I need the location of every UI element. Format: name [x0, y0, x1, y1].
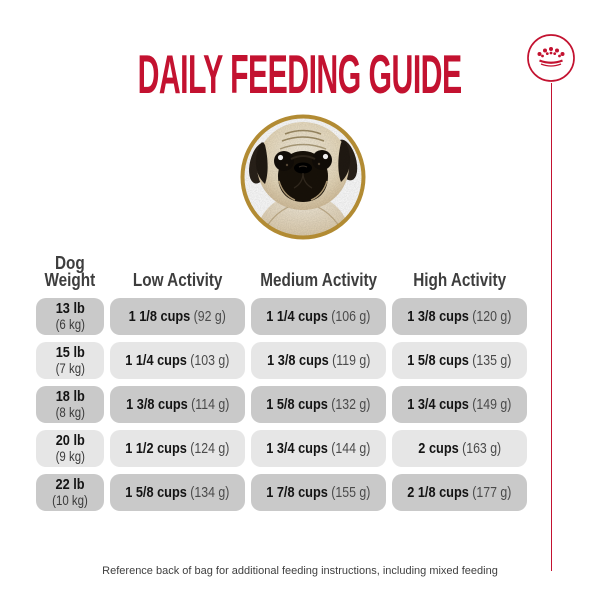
page-title: DAILY FEEDING GUIDE [137, 43, 463, 105]
page-header: DAILY FEEDING GUIDE [0, 42, 600, 106]
feeding-amount-cell-high: 1 3/8 cups (120 g) [392, 298, 527, 335]
column-header-high-activity: High Activity [413, 270, 506, 290]
feeding-amount-cell-medium: 1 7/8 cups (155 g) [251, 474, 386, 511]
vertical-rule [550, 83, 552, 571]
feeding-amount-cell-medium: 1 5/8 cups (132 g) [251, 386, 386, 423]
feeding-amount-cell-low: 1 3/8 cups (114 g) [110, 386, 245, 423]
feeding-amount-cell-high: 2 1/8 cups (177 g) [392, 474, 527, 511]
feeding-amount-cell-medium: 1 3/8 cups (119 g) [251, 342, 386, 379]
gold-ring [240, 114, 366, 240]
feeding-amount-cell-low: 1 5/8 cups (134 g) [110, 474, 245, 511]
weight-cell: 22 lb (10 kg) [36, 474, 104, 511]
column-header-medium-activity: Medium Activity [260, 270, 377, 290]
weight-cell: 20 lb (9 kg) [36, 430, 104, 467]
feeding-amount-cell-high: 2 cups (163 g) [392, 430, 527, 467]
weight-cell: 18 lb (8 kg) [36, 386, 104, 423]
feeding-amount-cell-low: 1 1/8 cups (92 g) [110, 298, 245, 335]
feeding-amount-cell-high: 1 5/8 cups (135 g) [392, 342, 527, 379]
column-header-dog-weight: Dog Weight [44, 253, 96, 290]
feeding-amount-cell-high: 1 3/4 cups (149 g) [392, 386, 527, 423]
weight-cell: 13 lb (6 kg) [36, 298, 104, 335]
royal-canin-crown-icon [527, 34, 575, 82]
pug-portrait-image [240, 114, 366, 240]
feeding-amount-cell-low: 1 1/4 cups (103 g) [110, 342, 245, 379]
weight-cell: 15 lb (7 kg) [36, 342, 104, 379]
feeding-amount-cell-low: 1 1/2 cups (124 g) [110, 430, 245, 467]
feeding-amount-cell-medium: 1 1/4 cups (106 g) [251, 298, 386, 335]
feeding-table: Dog Weight Low Activity Medium Activity … [36, 247, 527, 511]
column-header-low-activity: Low Activity [132, 270, 223, 290]
footer-note: Reference back of bag for additional fee… [102, 565, 498, 577]
feeding-amount-cell-medium: 1 3/4 cups (144 g) [251, 430, 386, 467]
